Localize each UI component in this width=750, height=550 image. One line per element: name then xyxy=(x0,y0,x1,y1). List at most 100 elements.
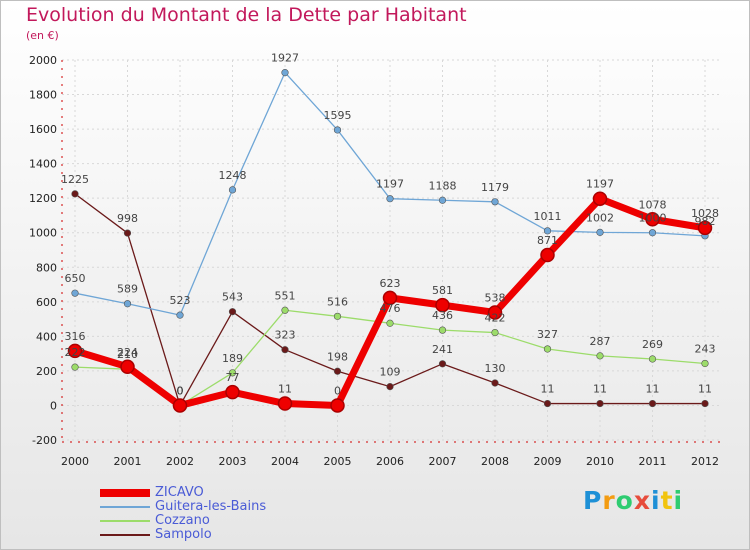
data-point-sampolo xyxy=(123,229,132,237)
data-point-guitera-les-bains xyxy=(386,195,394,203)
data-label-guitera-les-bains: 1188 xyxy=(429,179,457,192)
data-label-cozzano: 476 xyxy=(380,302,401,315)
legend-swatch xyxy=(100,506,150,508)
x-tick-label: 2001 xyxy=(114,455,142,468)
data-label-zicavo: 538 xyxy=(485,292,506,305)
data-label-cozzano: 210 xyxy=(117,348,138,361)
data-point-guitera-les-bains xyxy=(438,196,447,204)
data-point-sampolo xyxy=(491,379,499,387)
data-point-guitera-les-bains xyxy=(281,69,289,77)
data-point-cozzano xyxy=(333,312,342,320)
data-label-cozzano: 516 xyxy=(327,295,348,308)
logo-letter: x xyxy=(633,486,651,515)
data-point-cozzano xyxy=(491,328,499,337)
data-label-sampolo: 11 xyxy=(646,383,660,396)
x-tick-label: 2005 xyxy=(324,455,352,468)
legend-item-cozzano: Cozzano xyxy=(100,513,360,528)
legend-swatch xyxy=(100,520,150,522)
data-point-sampolo xyxy=(596,399,604,408)
data-label-zicavo: 77 xyxy=(226,371,240,384)
data-label-sampolo: 241 xyxy=(432,343,453,356)
x-tick-label: 2006 xyxy=(376,455,404,468)
data-point-zicavo xyxy=(487,305,503,320)
x-tick-label: 2010 xyxy=(586,455,614,468)
x-tick-label: 2000 xyxy=(61,455,89,468)
data-label-guitera-les-bains: 1011 xyxy=(534,210,562,223)
y-tick-label: 2000 xyxy=(29,54,57,67)
data-label-sampolo: 0 xyxy=(177,384,184,397)
data-point-cozzano xyxy=(543,345,552,353)
data-point-guitera-les-bains xyxy=(543,227,552,235)
data-label-guitera-les-bains: 1248 xyxy=(219,169,247,182)
legend-label: Guitera-les-Bains xyxy=(155,499,267,514)
data-point-guitera-les-bains xyxy=(176,311,184,319)
data-point-zicavo xyxy=(645,212,660,227)
data-label-cozzano: 0 xyxy=(177,384,184,397)
y-tick-label: 1200 xyxy=(29,192,57,205)
data-point-cozzano xyxy=(228,369,237,377)
legend-swatch xyxy=(100,534,150,536)
legend: ZICAVO Guitera-les-Bains Cozzano Sampolo xyxy=(100,485,360,542)
data-label-sampolo: 998 xyxy=(117,212,138,225)
data-point-zicavo xyxy=(592,191,608,206)
x-tick-label: 2009 xyxy=(534,455,562,468)
data-point-guitera-les-bains xyxy=(596,228,604,236)
data-point-guitera-les-bains xyxy=(333,126,342,134)
data-label-guitera-les-bains: 650 xyxy=(65,272,86,285)
data-label-sampolo: 323 xyxy=(275,329,296,342)
data-label-guitera-les-bains: 982 xyxy=(695,215,716,228)
x-tick-label: 2002 xyxy=(166,455,194,468)
data-label-cozzano: 422 xyxy=(485,312,506,325)
data-label-guitera-les-bains: 1000 xyxy=(639,212,667,225)
logo-letter: i xyxy=(673,486,684,515)
data-point-guitera-les-bains xyxy=(491,198,499,206)
data-label-cozzano: 551 xyxy=(275,289,296,302)
data-point-cozzano xyxy=(596,352,604,360)
data-label-guitera-les-bains: 1595 xyxy=(324,109,352,122)
data-label-sampolo: 543 xyxy=(222,291,243,304)
y-tick-label: 1600 xyxy=(29,123,57,136)
logo-letter: r xyxy=(602,486,616,515)
data-label-cozzano: 222 xyxy=(65,346,86,359)
data-label-cozzano: 436 xyxy=(432,309,453,322)
data-label-cozzano: 243 xyxy=(695,342,716,355)
y-tick-label: 1000 xyxy=(29,227,57,240)
data-point-zicavo xyxy=(435,297,450,313)
series-layer xyxy=(67,69,713,413)
data-point-zicavo xyxy=(382,290,398,306)
y-tick-label: 1400 xyxy=(29,158,57,171)
data-point-sampolo xyxy=(438,360,447,368)
data-point-zicavo xyxy=(277,396,293,411)
data-point-zicavo xyxy=(225,384,240,400)
x-tick-label: 2007 xyxy=(429,455,457,468)
data-label-sampolo: 109 xyxy=(380,366,401,379)
data-point-guitera-les-bains xyxy=(71,289,79,297)
data-point-zicavo xyxy=(67,343,83,359)
data-label-sampolo: 11 xyxy=(593,383,607,396)
x-tick-label: 2004 xyxy=(271,455,299,468)
data-point-cozzano xyxy=(281,306,289,314)
data-label-cozzano: 287 xyxy=(590,335,611,348)
legend-swatch xyxy=(100,489,150,497)
logo-letter: t xyxy=(660,486,674,515)
legend-item-zicavo: ZICAVO xyxy=(100,485,360,500)
data-label-guitera-les-bains: 1179 xyxy=(481,181,509,194)
data-label-zicavo: 581 xyxy=(432,284,453,297)
data-point-sampolo xyxy=(648,399,657,408)
data-label-zicavo: 0 xyxy=(177,384,184,397)
data-point-guitera-les-bains xyxy=(228,186,237,194)
data-label-zicavo: 0 xyxy=(334,384,341,397)
y-tick-label: 600 xyxy=(36,296,57,309)
data-point-sampolo xyxy=(333,367,342,375)
y-tick-label: 400 xyxy=(36,330,57,343)
data-point-zicavo xyxy=(330,398,345,413)
data-point-cozzano xyxy=(386,319,394,327)
data-label-sampolo: 130 xyxy=(485,362,506,375)
axes: -200020040060080010001200140016001800200… xyxy=(29,54,722,468)
y-tick-label: 800 xyxy=(36,261,57,274)
data-point-cozzano xyxy=(648,355,657,363)
logo-letter: o xyxy=(615,486,634,515)
chart-title: Evolution du Montant de la Dette par Hab… xyxy=(26,4,467,26)
